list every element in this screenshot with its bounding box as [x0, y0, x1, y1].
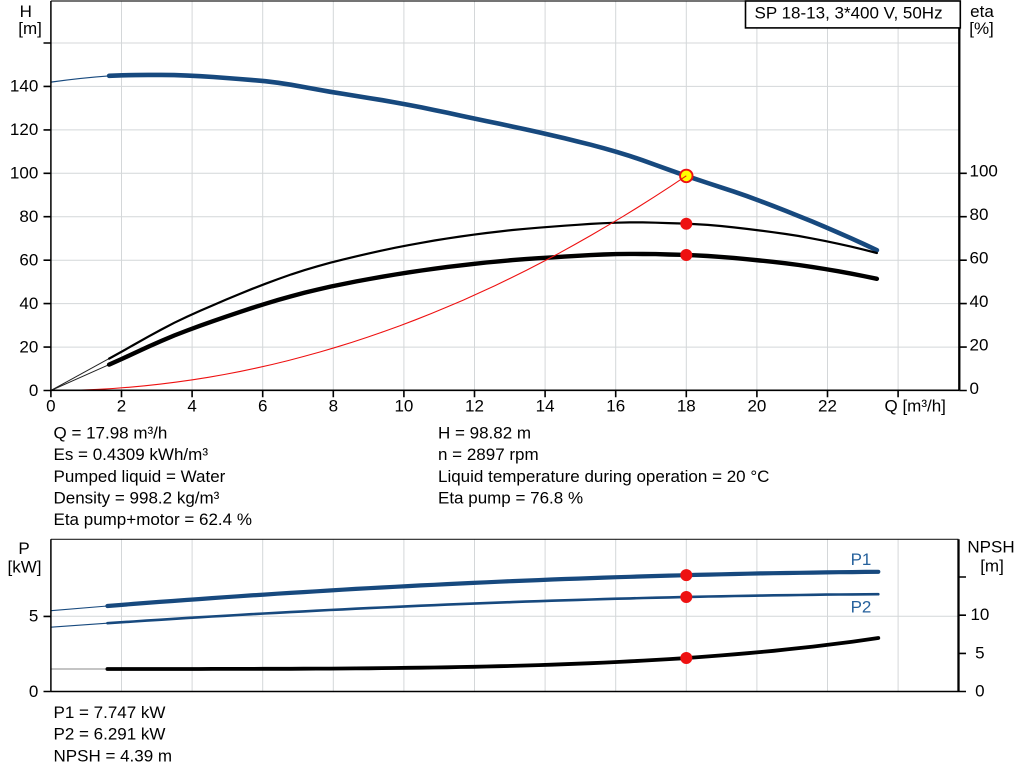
- svg-text:60: 60: [19, 250, 38, 269]
- svg-text:H: H: [20, 2, 32, 21]
- svg-text:120: 120: [10, 120, 38, 139]
- svg-text:P2: P2: [851, 597, 872, 616]
- svg-text:0: 0: [975, 682, 984, 701]
- svg-text:140: 140: [10, 77, 38, 96]
- svg-text:2: 2: [117, 396, 126, 415]
- svg-text:[kW]: [kW]: [8, 558, 42, 577]
- svg-text:10: 10: [970, 605, 989, 624]
- svg-text:0: 0: [29, 381, 38, 400]
- svg-text:22: 22: [818, 396, 837, 415]
- svg-text:Eta pump = 76.8 %: Eta pump = 76.8 %: [438, 489, 583, 508]
- svg-text:100: 100: [10, 164, 38, 183]
- svg-text:Pumped liquid = Water: Pumped liquid = Water: [54, 467, 226, 486]
- svg-text:0: 0: [29, 682, 38, 701]
- svg-text:Liquid temperature during oper: Liquid temperature during operation = 20…: [438, 467, 769, 486]
- svg-text:100: 100: [970, 162, 998, 181]
- svg-text:40: 40: [970, 292, 989, 311]
- svg-text:20: 20: [19, 337, 38, 356]
- svg-text:14: 14: [536, 396, 555, 415]
- svg-text:n = 2897 rpm: n = 2897 rpm: [438, 445, 539, 464]
- svg-text:5: 5: [975, 643, 984, 662]
- svg-text:5: 5: [29, 607, 38, 626]
- svg-text:12: 12: [465, 396, 484, 415]
- svg-text:20: 20: [747, 396, 766, 415]
- svg-text:6: 6: [258, 396, 267, 415]
- svg-text:80: 80: [970, 205, 989, 224]
- svg-text:NPSH: NPSH: [967, 538, 1014, 557]
- svg-text:4: 4: [187, 396, 196, 415]
- svg-text:SP 18-13, 3*400 V, 50Hz: SP 18-13, 3*400 V, 50Hz: [755, 4, 943, 23]
- svg-text:[%]: [%]: [969, 19, 994, 38]
- svg-text:16: 16: [606, 396, 625, 415]
- svg-text:eta: eta: [970, 2, 994, 21]
- svg-text:0: 0: [970, 379, 979, 398]
- svg-text:NPSH = 4.39 m: NPSH = 4.39 m: [54, 746, 173, 765]
- svg-text:P: P: [18, 539, 29, 558]
- svg-text:P1: P1: [851, 550, 872, 569]
- svg-text:[m]: [m]: [18, 19, 42, 38]
- svg-text:H = 98.82 m: H = 98.82 m: [438, 423, 531, 442]
- svg-text:8: 8: [329, 396, 338, 415]
- svg-text:Es = 0.4309 kWh/m³: Es = 0.4309 kWh/m³: [54, 445, 209, 464]
- svg-text:20: 20: [970, 335, 989, 354]
- svg-text:P1 = 7.747 kW: P1 = 7.747 kW: [54, 703, 166, 722]
- svg-text:40: 40: [19, 294, 38, 313]
- svg-text:10: 10: [394, 396, 413, 415]
- svg-text:[m]: [m]: [980, 557, 1004, 576]
- svg-text:18: 18: [677, 396, 696, 415]
- svg-text:Eta pump+motor = 62.4 %: Eta pump+motor = 62.4 %: [54, 510, 252, 529]
- svg-text:P2 = 6.291 kW: P2 = 6.291 kW: [54, 725, 166, 744]
- svg-text:Q [m³/h]: Q [m³/h]: [885, 396, 946, 415]
- svg-text:60: 60: [970, 249, 989, 268]
- svg-text:80: 80: [19, 207, 38, 226]
- svg-text:Density = 998.2 kg/m³: Density = 998.2 kg/m³: [54, 489, 220, 508]
- svg-text:0: 0: [46, 396, 55, 415]
- svg-text:Q = 17.98 m³/h: Q = 17.98 m³/h: [54, 423, 168, 442]
